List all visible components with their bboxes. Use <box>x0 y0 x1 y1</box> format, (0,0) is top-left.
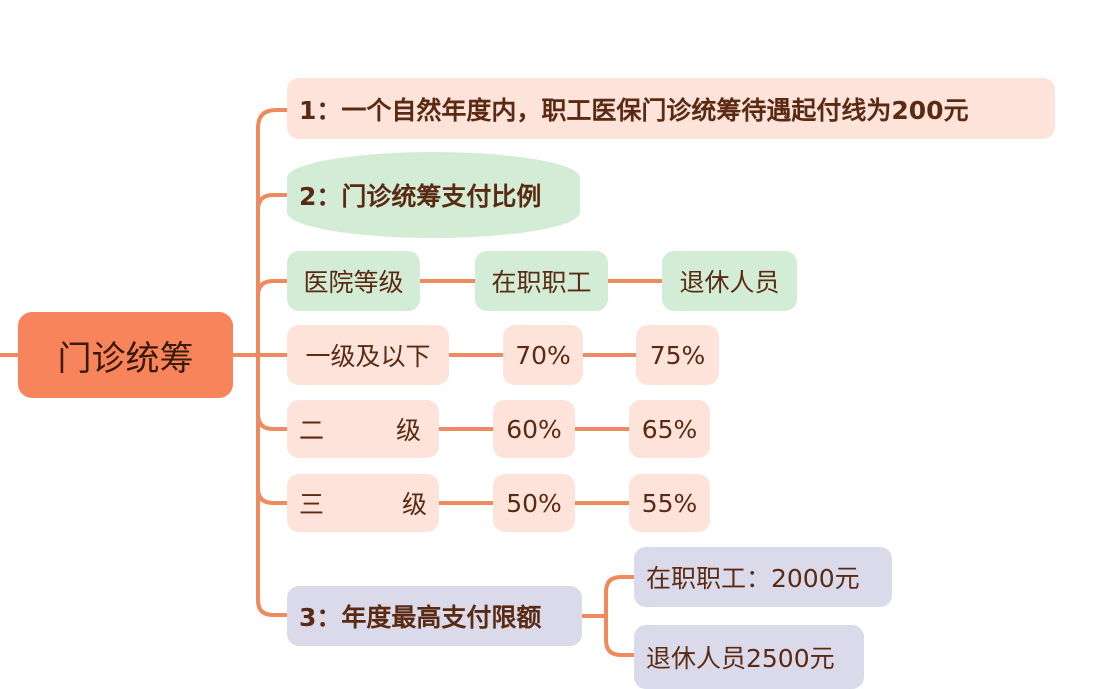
row3-employed-value: 50% <box>506 488 562 518</box>
row2-level-node[interactable]: 二级 <box>287 400 439 458</box>
header-connector <box>256 279 289 298</box>
row1-retired-value: 75% <box>649 340 706 370</box>
row1-level-node[interactable]: 一级及以下 <box>287 325 449 385</box>
row2-retired-value: 65% <box>641 414 698 444</box>
row3-retired-node[interactable]: 55% <box>629 474 710 532</box>
row2-retired-node[interactable]: 65% <box>629 400 710 458</box>
branch2-connector <box>256 193 289 212</box>
row3-level-node[interactable]: 三级 <box>287 474 439 532</box>
root-node[interactable]: 门诊统筹 <box>18 312 233 398</box>
row2-connector <box>256 412 289 431</box>
header-level-label: 医院等级 <box>303 268 404 297</box>
branch3-node[interactable]: 3：年度最高支付限额 <box>287 586 582 646</box>
branch3-connector <box>256 353 289 617</box>
branch3-retired-label: 退休人员2500元 <box>646 644 835 673</box>
header-employed-label: 在职职工 <box>491 268 592 297</box>
row3-employed-node[interactable]: 50% <box>493 474 575 532</box>
row3-level-label-a: 三 <box>299 490 325 519</box>
row1-employed-node[interactable]: 70% <box>503 325 583 385</box>
row2-level-label-a: 二 <box>299 416 325 445</box>
branch1-label: 1：一个自然年度内，职工医保门诊统筹待遇起付线为200元 <box>299 95 969 125</box>
row3-connector <box>256 486 289 505</box>
branch1-connector <box>256 108 289 357</box>
row3-retired-value: 55% <box>641 488 698 518</box>
row2-employed-node[interactable]: 60% <box>493 400 575 458</box>
branch3-children-links <box>580 575 636 657</box>
branch1-node[interactable]: 1：一个自然年度内，职工医保门诊统筹待遇起付线为200元 <box>287 78 1055 139</box>
branch2-label: 2：门诊统筹支付比例 <box>299 182 542 211</box>
branch2-node[interactable]: 2：门诊统筹支付比例 <box>287 152 580 238</box>
row2-employed-value: 60% <box>506 414 562 444</box>
row1-retired-node[interactable]: 75% <box>636 325 719 385</box>
row1-employed-value: 70% <box>515 340 571 370</box>
header-retired-node[interactable]: 退休人员 <box>662 251 797 311</box>
header-retired-label: 退休人员 <box>679 268 780 297</box>
branch3-retired-node[interactable]: 退休人员2500元 <box>634 625 864 689</box>
branch3-label: 3：年度最高支付限额 <box>299 603 542 632</box>
header-employed-node[interactable]: 在职职工 <box>475 251 608 311</box>
header-level-node[interactable]: 医院等级 <box>287 251 420 311</box>
branch3-employed-node[interactable]: 在职职工：2000元 <box>634 547 892 607</box>
branch3-employed-label: 在职职工：2000元 <box>646 564 860 593</box>
root-label: 门诊统筹 <box>57 338 194 379</box>
row3-level-label-b: 级 <box>401 490 427 519</box>
row2-level-label-b: 级 <box>395 416 421 445</box>
row1-level-label: 一级及以下 <box>305 342 431 371</box>
